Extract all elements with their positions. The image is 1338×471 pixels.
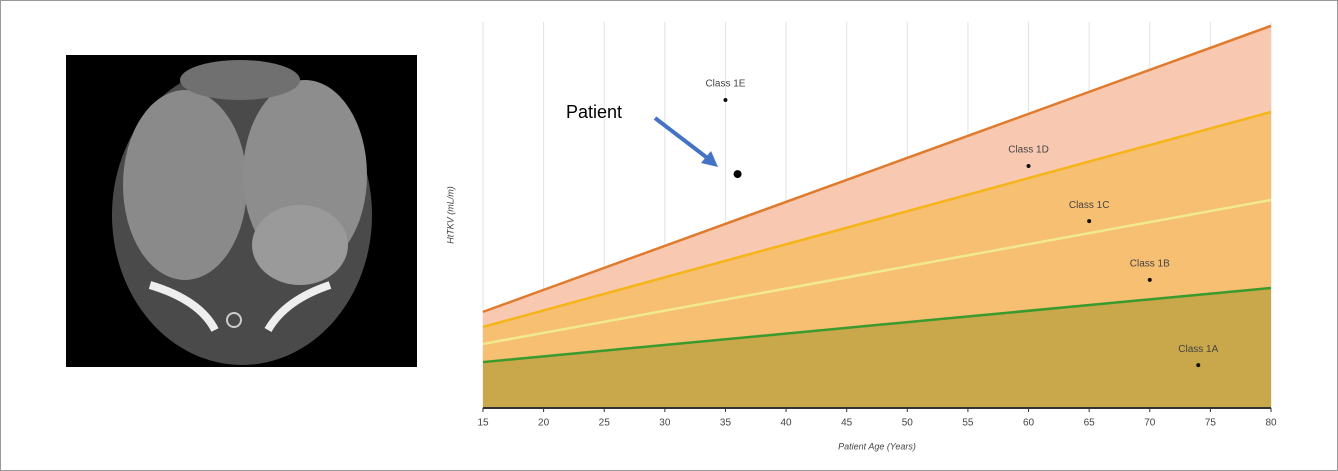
x-tick-label: 80 — [1265, 418, 1277, 429]
x-tick-label: 55 — [962, 418, 974, 429]
x-tick-label: 20 — [538, 418, 550, 429]
y-axis-label: HtTKV (mL/m) — [445, 186, 455, 244]
area — [483, 25, 1271, 327]
x-tick-label: 45 — [841, 418, 853, 429]
x-tick-label: 30 — [659, 418, 671, 429]
arrow — [653, 116, 718, 167]
class-label: Class 1C — [1069, 200, 1110, 211]
plot: 15 20 25 30 35 40 45 50 55 60 65 70 75 80 Class 1E Clas… — [477, 22, 1277, 429]
x-tick-label: 65 — [1084, 418, 1096, 429]
class-label: Class 1B — [1130, 258, 1170, 269]
line — [482, 286, 1272, 364]
class-point — [1087, 219, 1092, 224]
patient-label: Patient — [566, 102, 622, 122]
patient-point — [733, 170, 742, 179]
x-tick-label: 50 — [902, 418, 914, 429]
class-point — [1026, 163, 1031, 168]
x-tick-label: 60 — [1023, 418, 1035, 429]
x-axis-label: Patient Age (Years) — [838, 441, 916, 451]
x-tick-label: 15 — [477, 418, 489, 429]
line — [482, 198, 1272, 346]
class-label: Class 1E — [705, 79, 745, 90]
x-tick-label: 40 — [781, 418, 793, 429]
ct-scan — [66, 55, 417, 367]
class-point — [723, 97, 728, 102]
line — [482, 110, 1272, 329]
class-point — [1147, 277, 1152, 282]
area — [483, 111, 1271, 344]
area — [483, 287, 1271, 408]
x-tick-label: 35 — [720, 418, 732, 429]
x-tick-label: 25 — [599, 418, 611, 429]
class-label: Class 1A — [1178, 344, 1218, 355]
x-tick-label: 75 — [1205, 418, 1217, 429]
x-tick-label: 70 — [1144, 418, 1156, 429]
class-label: Class 1D — [1008, 145, 1049, 156]
line — [482, 24, 1272, 314]
class-point — [1196, 363, 1201, 368]
area — [483, 199, 1271, 363]
